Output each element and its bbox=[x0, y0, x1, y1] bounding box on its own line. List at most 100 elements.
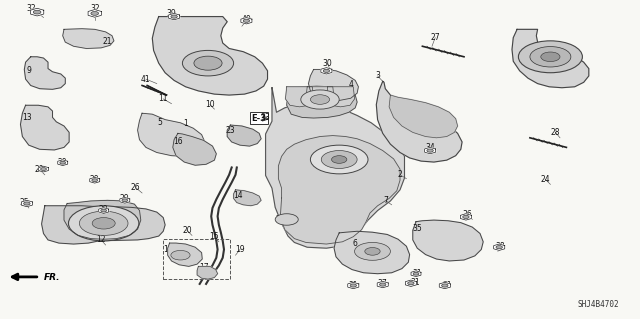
Polygon shape bbox=[90, 177, 100, 183]
Text: 12: 12 bbox=[97, 235, 106, 244]
Circle shape bbox=[518, 41, 582, 73]
Text: 8: 8 bbox=[549, 51, 554, 60]
Polygon shape bbox=[120, 197, 130, 203]
Text: 17: 17 bbox=[198, 263, 209, 272]
Polygon shape bbox=[138, 113, 205, 156]
Text: 1: 1 bbox=[183, 119, 188, 128]
Polygon shape bbox=[42, 206, 165, 244]
Polygon shape bbox=[31, 8, 44, 16]
Text: 10: 10 bbox=[205, 100, 215, 109]
Text: 31: 31 bbox=[412, 269, 422, 278]
Circle shape bbox=[92, 218, 115, 229]
Text: 29: 29 bbox=[35, 165, 45, 174]
Circle shape bbox=[350, 284, 356, 287]
Polygon shape bbox=[348, 282, 359, 289]
Text: 5: 5 bbox=[157, 118, 163, 127]
Text: E-3: E-3 bbox=[252, 114, 267, 122]
Polygon shape bbox=[88, 10, 101, 17]
Text: 29: 29 bbox=[90, 175, 100, 184]
Circle shape bbox=[171, 250, 190, 260]
Polygon shape bbox=[20, 105, 69, 150]
Circle shape bbox=[194, 56, 222, 70]
Text: 16: 16 bbox=[173, 137, 183, 146]
Circle shape bbox=[442, 284, 448, 287]
Text: 31: 31 bbox=[442, 281, 452, 290]
Text: 38: 38 bbox=[495, 242, 506, 251]
Circle shape bbox=[60, 161, 65, 164]
Circle shape bbox=[332, 156, 347, 163]
Polygon shape bbox=[63, 29, 114, 48]
Text: 15: 15 bbox=[209, 232, 220, 241]
Polygon shape bbox=[24, 57, 65, 89]
Polygon shape bbox=[405, 280, 417, 286]
Polygon shape bbox=[64, 200, 141, 239]
Circle shape bbox=[182, 50, 234, 76]
Text: 20: 20 bbox=[182, 226, 192, 235]
Circle shape bbox=[79, 211, 128, 235]
Text: 39: 39 bbox=[166, 9, 177, 18]
Circle shape bbox=[68, 206, 139, 241]
Text: 18: 18 bbox=[163, 245, 172, 254]
Circle shape bbox=[408, 282, 414, 285]
Polygon shape bbox=[308, 70, 358, 100]
Circle shape bbox=[171, 15, 177, 18]
Polygon shape bbox=[168, 243, 202, 266]
Polygon shape bbox=[278, 136, 400, 244]
Bar bbox=[163, 239, 230, 279]
Circle shape bbox=[33, 10, 41, 14]
Circle shape bbox=[92, 179, 97, 182]
Polygon shape bbox=[21, 200, 33, 207]
Polygon shape bbox=[58, 160, 68, 166]
Text: 41: 41 bbox=[141, 75, 151, 84]
Circle shape bbox=[310, 145, 368, 174]
Polygon shape bbox=[493, 244, 505, 250]
Polygon shape bbox=[377, 281, 388, 288]
Text: 27: 27 bbox=[430, 33, 440, 42]
Circle shape bbox=[323, 69, 330, 72]
Text: 30: 30 bbox=[323, 59, 333, 68]
Circle shape bbox=[413, 272, 419, 275]
Polygon shape bbox=[227, 125, 261, 146]
Circle shape bbox=[301, 90, 339, 109]
Polygon shape bbox=[152, 17, 268, 95]
Text: 25: 25 bbox=[19, 198, 29, 207]
Polygon shape bbox=[99, 208, 109, 213]
Circle shape bbox=[321, 151, 357, 168]
Circle shape bbox=[427, 149, 433, 152]
Text: 40: 40 bbox=[241, 15, 252, 24]
Text: 33: 33 bbox=[260, 113, 271, 122]
Text: 7: 7 bbox=[383, 196, 388, 205]
Circle shape bbox=[41, 168, 47, 170]
Polygon shape bbox=[306, 87, 334, 107]
Text: 31: 31 bbox=[410, 278, 420, 287]
Polygon shape bbox=[287, 86, 357, 118]
Text: 9: 9 bbox=[26, 66, 31, 75]
Polygon shape bbox=[460, 214, 472, 220]
Text: 4: 4 bbox=[348, 80, 353, 89]
Circle shape bbox=[101, 209, 106, 212]
Polygon shape bbox=[376, 81, 462, 162]
Text: 28: 28 bbox=[551, 128, 560, 137]
Polygon shape bbox=[168, 13, 180, 20]
Polygon shape bbox=[285, 87, 314, 107]
Text: 34: 34 bbox=[425, 143, 435, 152]
Text: 24: 24 bbox=[540, 175, 550, 184]
Polygon shape bbox=[173, 133, 216, 165]
Text: 29: 29 bbox=[120, 194, 130, 203]
Text: FR.: FR. bbox=[44, 273, 60, 282]
Text: 13: 13 bbox=[22, 113, 32, 122]
Text: 22: 22 bbox=[276, 215, 285, 224]
Text: 19: 19 bbox=[235, 245, 245, 254]
Polygon shape bbox=[241, 18, 252, 24]
Text: 31: 31 bbox=[348, 281, 358, 290]
Circle shape bbox=[243, 19, 250, 22]
Polygon shape bbox=[266, 88, 404, 248]
Text: 36: 36 bbox=[462, 210, 472, 219]
Text: 29: 29 bbox=[99, 205, 109, 214]
Text: 2: 2 bbox=[397, 170, 403, 179]
Circle shape bbox=[496, 246, 502, 249]
Circle shape bbox=[122, 199, 128, 202]
Text: 11: 11 bbox=[159, 94, 168, 103]
Polygon shape bbox=[411, 271, 421, 277]
Polygon shape bbox=[38, 166, 49, 172]
